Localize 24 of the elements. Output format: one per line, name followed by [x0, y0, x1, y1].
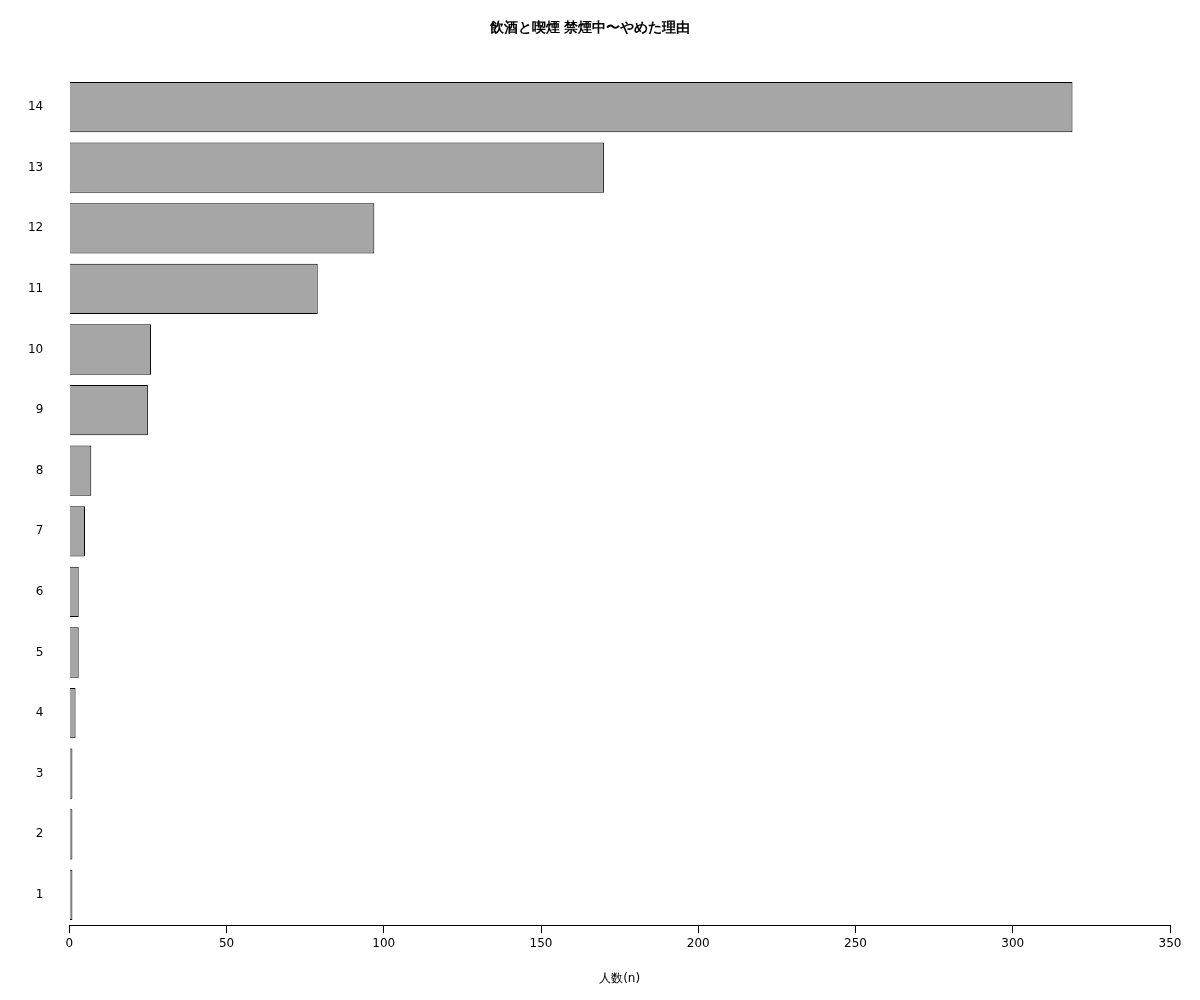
- y-tick-label: 1: [35, 887, 44, 902]
- x-tick-label: 300: [1001, 935, 1025, 950]
- x-tick-label: 350: [1158, 935, 1182, 950]
- x-tick-label: 0: [65, 935, 74, 950]
- y-tick-label: 4: [35, 705, 44, 720]
- x-tick-label: 250: [844, 935, 867, 950]
- y-tick-label: 5: [35, 644, 44, 659]
- y-tick-label: 10: [27, 341, 44, 356]
- chart-title: 飲酒と喫煙 禁煙中〜やめた理由: [488, 19, 691, 36]
- y-tick-label: 14: [27, 99, 44, 114]
- y-tick-label: 11: [27, 281, 44, 296]
- x-tick-label: 200: [686, 935, 710, 950]
- y-tick-label: 8: [35, 462, 44, 477]
- y-tick-label: 2: [35, 826, 44, 841]
- y-tick-label: 13: [27, 159, 44, 174]
- x-tick-label: 150: [529, 935, 553, 950]
- x-tick-label: 50: [218, 935, 235, 950]
- y-tick-label: 9: [35, 402, 44, 417]
- x-tick-label: 100: [372, 935, 396, 950]
- x-axis-title: 人数(n): [599, 970, 641, 985]
- y-tick-label: 12: [27, 220, 44, 235]
- y-tick-label: 3: [35, 765, 44, 780]
- y-tick-label: 7: [35, 523, 44, 538]
- y-tick-label: 6: [35, 584, 44, 599]
